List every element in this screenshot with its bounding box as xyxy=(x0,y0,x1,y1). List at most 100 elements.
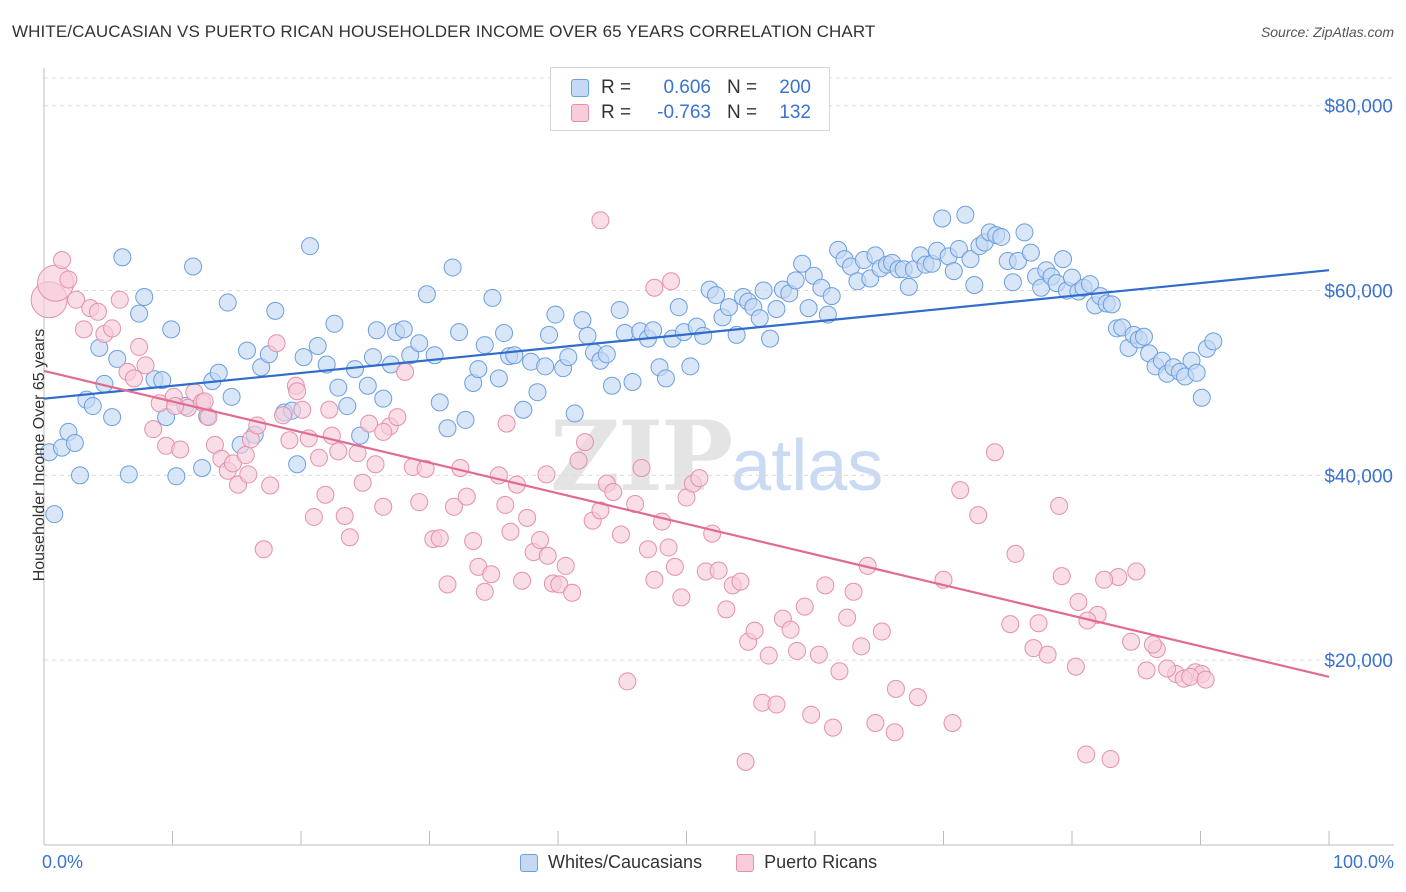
puerto-rican-point xyxy=(1101,750,1120,769)
puerto-rican-point xyxy=(236,446,255,465)
puerto-rican-point xyxy=(88,302,107,321)
puerto-rican-point xyxy=(802,705,821,724)
puerto-rican-point xyxy=(497,414,516,433)
white-point xyxy=(505,346,524,365)
white-point xyxy=(1134,327,1153,346)
puerto-rican-point xyxy=(788,641,807,660)
puerto-rican-point xyxy=(985,443,1004,462)
white-point xyxy=(540,325,559,344)
white-point xyxy=(108,349,127,368)
puerto-rican-point xyxy=(353,473,372,492)
puerto-rican-point xyxy=(1095,570,1114,589)
puerto-rican-point xyxy=(396,362,415,381)
white-point xyxy=(899,277,918,296)
series-legend: Whites/Caucasians Puerto Ricans xyxy=(520,852,911,873)
puerto-rican-point xyxy=(759,646,778,665)
whites-trendline xyxy=(43,269,1330,400)
puerto-ricans-trendline xyxy=(43,369,1330,678)
white-point xyxy=(417,285,436,304)
puerto-rican-point xyxy=(852,637,871,656)
puerto-rican-point xyxy=(374,497,393,516)
puerto-rican-point xyxy=(110,290,129,309)
puerto-rican-point xyxy=(951,481,970,500)
white-point xyxy=(1021,243,1040,262)
white-point xyxy=(394,320,413,339)
n-label: N = xyxy=(727,102,758,123)
white-point xyxy=(65,434,84,453)
puerto-rican-point xyxy=(124,369,143,388)
white-point xyxy=(1192,388,1211,407)
puerto-rican-point xyxy=(645,278,664,297)
white-point xyxy=(956,205,975,224)
puerto-rican-point xyxy=(320,400,339,419)
puerto-rican-point xyxy=(239,465,258,484)
white-point xyxy=(443,258,462,277)
puerto-rican-point xyxy=(329,442,348,461)
puerto-rican-point xyxy=(809,645,828,664)
white-point xyxy=(266,301,285,320)
puerto-rican-point xyxy=(591,211,610,230)
white-point xyxy=(1102,295,1121,314)
puerto-rican-point xyxy=(496,495,515,514)
white-point xyxy=(944,262,963,281)
white-point xyxy=(536,357,555,376)
n-value-puerto-ricans: 132 xyxy=(779,102,811,123)
puerto-rican-point xyxy=(538,546,557,565)
puerto-rican-point xyxy=(518,508,537,527)
white-point xyxy=(119,465,138,484)
white-point xyxy=(767,300,786,319)
puerto-rican-point xyxy=(304,507,323,526)
white-point xyxy=(597,345,616,364)
puerto-rican-point xyxy=(665,557,684,576)
white-point xyxy=(1080,275,1099,294)
puerto-rican-point xyxy=(513,571,532,590)
puerto-rican-point xyxy=(464,531,483,550)
puerto-rican-point xyxy=(1143,635,1162,654)
white-point xyxy=(489,369,508,388)
white-point xyxy=(338,397,357,416)
white-point xyxy=(294,348,313,367)
puerto-rican-point xyxy=(388,408,407,427)
white-point xyxy=(799,299,818,318)
white-point xyxy=(317,355,336,374)
puerto-rican-point xyxy=(438,575,457,594)
white-point xyxy=(1054,250,1073,269)
white-point xyxy=(1204,332,1223,351)
puerto-rican-point xyxy=(457,487,476,506)
puerto-rican-point xyxy=(130,337,149,356)
white-point xyxy=(450,323,469,342)
puerto-rican-point xyxy=(374,422,393,441)
white-point xyxy=(438,419,457,438)
puerto-rican-point xyxy=(575,433,594,452)
correlation-legend: R = 0.606 N = 200 R = -0.763 N = 132 xyxy=(550,67,830,131)
white-point xyxy=(822,287,841,306)
puerto-rican-point xyxy=(550,575,569,594)
white-point xyxy=(358,376,377,395)
puerto-rican-point xyxy=(844,582,863,601)
puerto-rican-point xyxy=(360,414,379,433)
puerto-rican-point xyxy=(274,406,293,425)
puerto-rican-point xyxy=(1127,562,1146,581)
puerto-rican-point xyxy=(1137,661,1156,680)
white-point xyxy=(546,305,565,324)
white-point xyxy=(45,505,64,524)
white-point xyxy=(707,286,726,305)
white-point xyxy=(623,373,642,392)
white-point xyxy=(113,248,132,267)
white-point xyxy=(300,237,319,256)
puerto-rican-point xyxy=(1038,645,1057,664)
puerto-rican-point xyxy=(501,522,520,541)
white-point xyxy=(961,250,980,269)
puerto-rican-point xyxy=(1077,745,1096,764)
puerto-rican-point xyxy=(74,320,93,339)
white-point xyxy=(656,369,675,388)
r-value-whites: 0.606 xyxy=(663,77,711,98)
puerto-rican-point xyxy=(144,420,163,439)
puerto-rican-point xyxy=(293,400,312,419)
puerto-rican-point xyxy=(866,714,885,733)
puerto-rican-point xyxy=(1050,496,1069,515)
puerto-rican-point xyxy=(531,531,550,550)
puerto-rican-point xyxy=(662,272,681,291)
puerto-rican-point xyxy=(416,459,435,478)
